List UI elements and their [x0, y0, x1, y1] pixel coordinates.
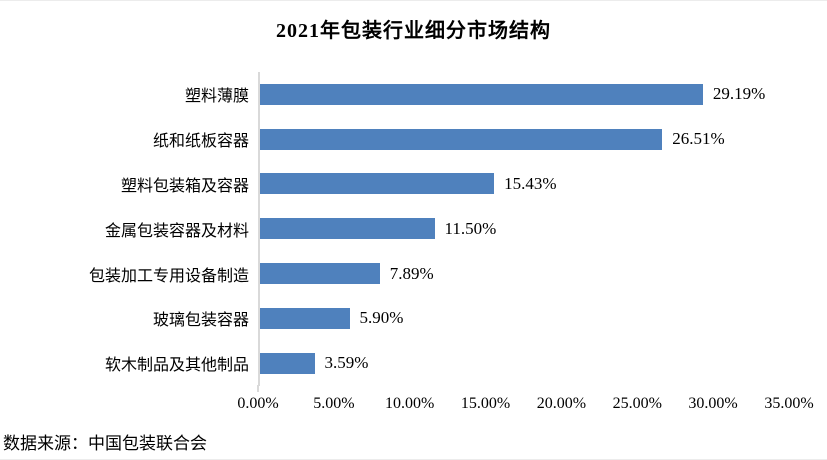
chart-rows: 塑料薄膜 29.19% 纸和纸板容器 26.51% 塑料包装箱及容器 15.43… — [0, 72, 827, 386]
category-label: 包装加工专用设备制造 — [88, 267, 249, 285]
chart-title: 2021年包装行业细分市场结构 — [276, 20, 551, 42]
category-label: 软木制品及其他制品 — [104, 357, 249, 375]
value-label: 7.89% — [389, 263, 434, 283]
bar — [260, 83, 703, 105]
value-label: 15.43% — [504, 173, 557, 193]
bar-zone: 15.43% — [258, 161, 827, 207]
bar — [260, 307, 350, 329]
bar — [260, 352, 315, 374]
x-tick-label: 10.00% — [385, 395, 435, 412]
bar-row: 软木制品及其他制品 3.59% — [0, 340, 827, 386]
top-divider — [0, 0, 827, 1]
x-axis: 0.00% 5.00% 10.00% 15.00% 20.00% 25.00% 30.00%… — [237, 395, 813, 417]
x-tick-label: 5.00% — [313, 395, 355, 412]
bar — [260, 128, 663, 150]
bar — [260, 263, 380, 285]
value-label: 29.19% — [712, 84, 766, 104]
value-label: 11.50% — [444, 218, 497, 238]
axis-origin-tick — [257, 385, 259, 392]
bar-zone: 5.90% — [258, 295, 827, 341]
source-note: 数据来源：中国包装联合会 — [3, 434, 207, 453]
bar-zone: 11.50% — [258, 206, 827, 252]
bar — [260, 173, 495, 195]
bar-row: 金属包装容器及材料 11.50% — [0, 206, 827, 252]
x-tick-label: 0.00% — [237, 395, 279, 412]
value-label: 5.90% — [359, 308, 404, 328]
value-label: 3.59% — [324, 353, 369, 373]
bar — [260, 218, 435, 240]
bar-zone: 26.51% — [258, 116, 827, 162]
bar-zone: 7.89% — [258, 251, 827, 296]
bar-row: 玻璃包装容器 5.90% — [0, 295, 827, 341]
x-tick-label: 25.00% — [612, 395, 662, 412]
bar-row: 塑料薄膜 29.19% — [0, 72, 827, 117]
category-label: 塑料薄膜 — [184, 88, 249, 106]
category-label: 纸和纸板容器 — [152, 133, 249, 151]
bar-row: 纸和纸板容器 26.51% — [0, 116, 827, 162]
bar-zone: 29.19% — [258, 72, 827, 117]
x-tick-label: 20.00% — [536, 395, 587, 412]
bar-row: 塑料包装箱及容器 15.43% — [0, 161, 827, 207]
bar-zone: 3.59% — [258, 340, 827, 386]
value-label: 26.51% — [672, 129, 725, 149]
category-label: 塑料包装箱及容器 — [120, 177, 249, 195]
category-label: 金属包装容器及材料 — [104, 222, 249, 240]
category-label: 玻璃包装容器 — [152, 312, 249, 330]
x-tick-label: 30.00% — [688, 395, 738, 412]
bar-row: 包装加工专用设备制造 7.89% — [0, 251, 827, 296]
x-tick-label: 15.00% — [460, 395, 511, 412]
x-tick-label: 35.00% — [764, 395, 814, 412]
